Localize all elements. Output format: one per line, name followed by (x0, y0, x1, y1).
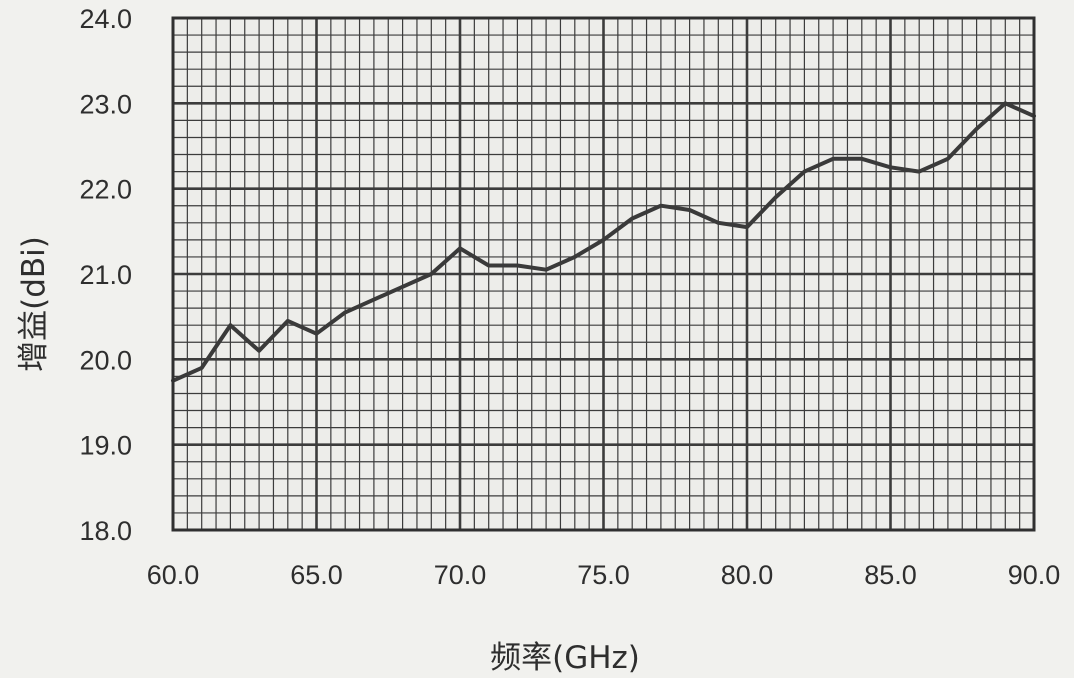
series-layer (171, 101, 1036, 383)
y-tick-label: 20.0 (79, 345, 132, 375)
y-tick-label: 24.0 (79, 4, 132, 34)
gain-series-line (171, 101, 1036, 383)
x-tick-label: 80.0 (721, 560, 774, 590)
plot-frame (171, 16, 1036, 532)
x-tick-label: 60.0 (147, 560, 200, 590)
y-tick-label: 23.0 (79, 89, 132, 119)
y-tick-label: 21.0 (79, 260, 132, 290)
x-tick-label: 90.0 (1008, 560, 1061, 590)
y-tick-label: 19.0 (79, 431, 132, 461)
y-tick-label: 18.0 (79, 516, 132, 546)
y-tick-labels: 18.0 19.0 20.0 21.0 22.0 23.0 24.0 (79, 4, 132, 546)
x-tick-label: 75.0 (577, 560, 630, 590)
x-tick-labels: 60.0 65.0 70.0 75.0 80.0 85.0 90.0 (147, 560, 1061, 590)
x-axis-label: 频率(GHz) (490, 640, 640, 676)
x-tick-label: 85.0 (864, 560, 917, 590)
y-axis-label: 增益(dBi) (16, 236, 52, 372)
x-tick-label: 65.0 (290, 560, 343, 590)
y-tick-label: 22.0 (79, 175, 132, 205)
x-tick-label: 70.0 (434, 560, 487, 590)
